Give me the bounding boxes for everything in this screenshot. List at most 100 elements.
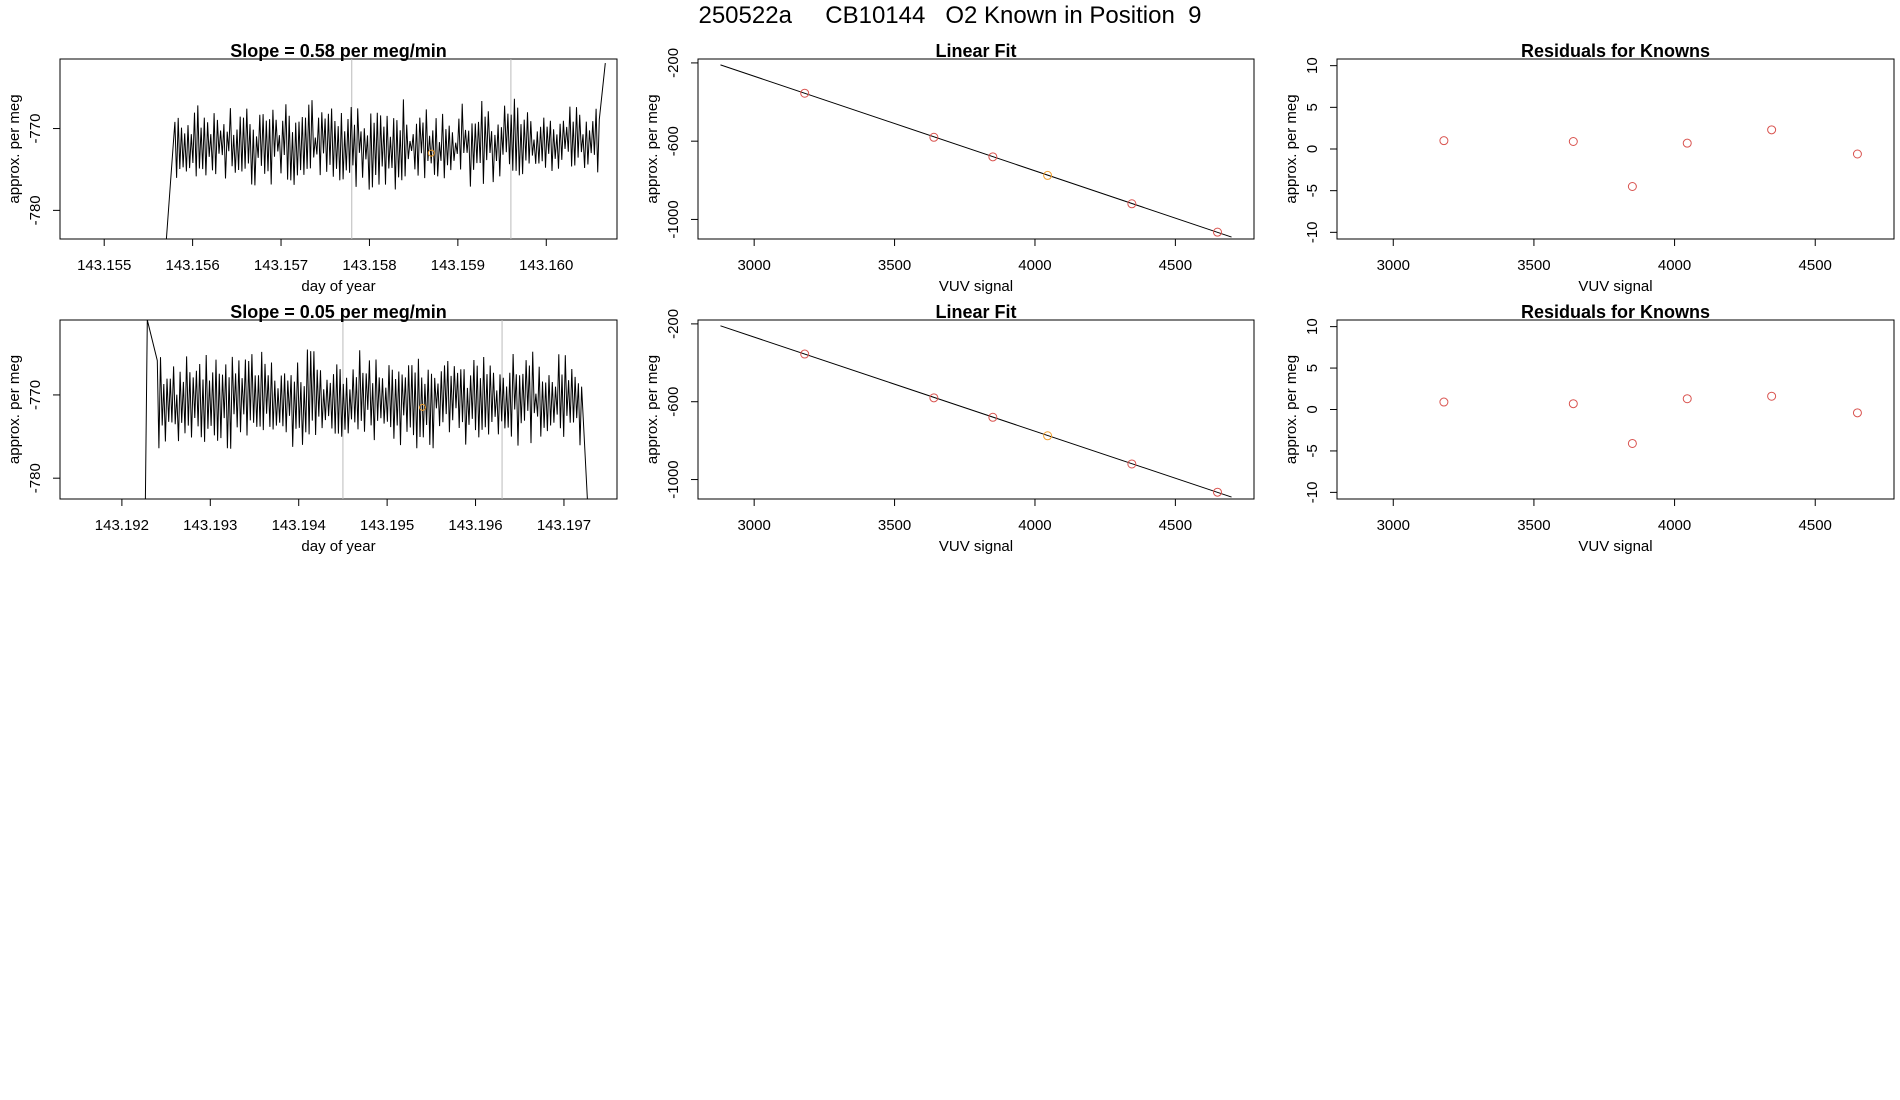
y-tick-label: 10	[1304, 57, 1321, 74]
y-tick-label: -1000	[665, 200, 682, 238]
plot-frame	[59, 58, 618, 240]
highlight-marker	[418, 403, 426, 411]
fit-line	[720, 64, 1232, 238]
y-tick-label: -770	[27, 114, 44, 144]
data-point	[929, 132, 939, 142]
data-point	[1767, 391, 1777, 401]
x-tick-label: 143.155	[77, 257, 131, 274]
plot-area	[1439, 391, 1862, 448]
y-axis-label: approx. per meg	[6, 355, 23, 464]
data-point	[1568, 399, 1578, 409]
y-tick-label: -600	[665, 126, 682, 156]
chart-panel-2: 3000 3500 4000 4500 -1000 -600 -200 Linear Fit V…	[644, 41, 1255, 295]
x-tick-label: 143.160	[519, 257, 573, 274]
x-tick-label: 3000	[1377, 517, 1410, 534]
x-tick-label: 143.197	[537, 517, 591, 534]
y-tick-label: 0	[1304, 405, 1321, 413]
data-point	[1682, 394, 1692, 404]
plot-frame	[59, 319, 618, 500]
x-tick-label: 3500	[878, 517, 911, 534]
x-tick-label: 143.195	[360, 517, 414, 534]
x-axis-label: day of year	[301, 538, 375, 555]
plot-area	[144, 320, 588, 499]
y-tick-label: -10	[1304, 482, 1321, 504]
chart-panel-1: 143.155 143.156 143.157 143.158 143.159 143.1…	[6, 41, 618, 295]
highlight-marker	[427, 149, 435, 157]
x-tick-label: 4000	[1658, 257, 1691, 274]
y-axis-label: approx. per meg	[6, 94, 23, 203]
data-point	[1568, 137, 1578, 146]
panel-title: Linear Fit	[935, 41, 1016, 61]
panel-title: Slope = 0.58 per meg/min	[230, 41, 447, 61]
x-tick-label: 3000	[737, 517, 770, 534]
x-tick-label: 143.156	[166, 257, 220, 274]
data-point	[800, 349, 810, 359]
data-point	[988, 152, 998, 162]
y-tick-label: -200	[665, 48, 682, 78]
data-point	[1852, 408, 1862, 418]
data-point	[929, 393, 939, 403]
data-point	[1627, 182, 1637, 191]
y-tick-label: -200	[665, 309, 682, 339]
data-point	[1439, 397, 1449, 407]
y-axis-label: approx. per meg	[644, 355, 661, 464]
y-axis-label: approx. per meg	[1283, 94, 1300, 203]
x-tick-label: 3500	[1517, 517, 1550, 534]
panel-title: Residuals for Knowns	[1521, 302, 1710, 322]
plot-area	[1439, 125, 1862, 191]
chart-panel-4: 143.192 143.193 143.194 143.195 143.196 143.1…	[6, 302, 618, 555]
x-tick-label: 4500	[1799, 517, 1832, 534]
plot-frame	[1336, 58, 1895, 240]
y-tick-label: -5	[1304, 444, 1321, 457]
x-axis-label: VUV signal	[1578, 538, 1652, 555]
x-tick-label: 3500	[878, 257, 911, 274]
y-tick-label: -770	[27, 380, 44, 410]
chart-panel-3: 3000 3500 4000 4500 -10 -5 0 5 10 Residuals for K…	[1283, 41, 1895, 295]
x-tick-label: 3000	[1377, 257, 1410, 274]
panel-title: Residuals for Knowns	[1521, 41, 1710, 61]
plot-area	[720, 64, 1232, 238]
data-series-line	[165, 63, 606, 239]
chart-panel-6: 3000 3500 4000 4500 -10 -5 0 5 10 Residuals for K…	[1283, 302, 1895, 555]
x-tick-label: 143.192	[95, 517, 149, 534]
plot-area	[720, 325, 1232, 498]
fit-line	[720, 325, 1232, 498]
x-tick-label: 3000	[737, 257, 770, 274]
data-point	[1127, 199, 1137, 209]
panel-title: Linear Fit	[935, 302, 1016, 322]
plot-frame	[697, 58, 1255, 240]
plot-area	[165, 59, 606, 239]
data-point	[1043, 170, 1053, 180]
data-point	[1043, 431, 1053, 441]
y-tick-label: -5	[1304, 184, 1321, 197]
y-tick-label: 0	[1304, 145, 1321, 153]
data-point	[1852, 149, 1862, 159]
x-tick-label: 143.159	[431, 257, 485, 274]
y-tick-label: -1000	[665, 460, 682, 498]
x-tick-label: 143.158	[342, 257, 396, 274]
figure-title: 250522a CB10144 O2 Known in Position 9	[698, 2, 1202, 29]
y-tick-label: -780	[27, 463, 44, 493]
panel-title: Slope = 0.05 per meg/min	[230, 302, 447, 322]
x-axis-label: VUV signal	[939, 538, 1013, 555]
plot-frame	[1336, 319, 1895, 500]
plot-frame	[697, 319, 1255, 500]
data-point	[1682, 138, 1692, 148]
x-axis-label: VUV signal	[1578, 278, 1652, 295]
y-tick-label: -780	[27, 195, 44, 225]
data-point	[1212, 227, 1222, 237]
x-tick-label: 4500	[1159, 257, 1192, 274]
x-tick-label: 4000	[1658, 517, 1691, 534]
x-tick-label: 143.196	[448, 517, 502, 534]
y-axis-label: approx. per meg	[1283, 355, 1300, 464]
x-tick-label: 143.193	[183, 517, 237, 534]
x-tick-label: 3500	[1517, 257, 1550, 274]
x-axis-label: day of year	[301, 278, 375, 295]
data-series-line	[144, 320, 588, 499]
y-tick-label: 10	[1304, 318, 1321, 335]
y-tick-label: -10	[1304, 221, 1321, 243]
y-axis-label: approx. per meg	[644, 94, 661, 203]
data-point	[800, 88, 810, 98]
chart-panel-5: 3000 3500 4000 4500 -1000 -600 -200 Linear Fit V…	[644, 302, 1255, 555]
